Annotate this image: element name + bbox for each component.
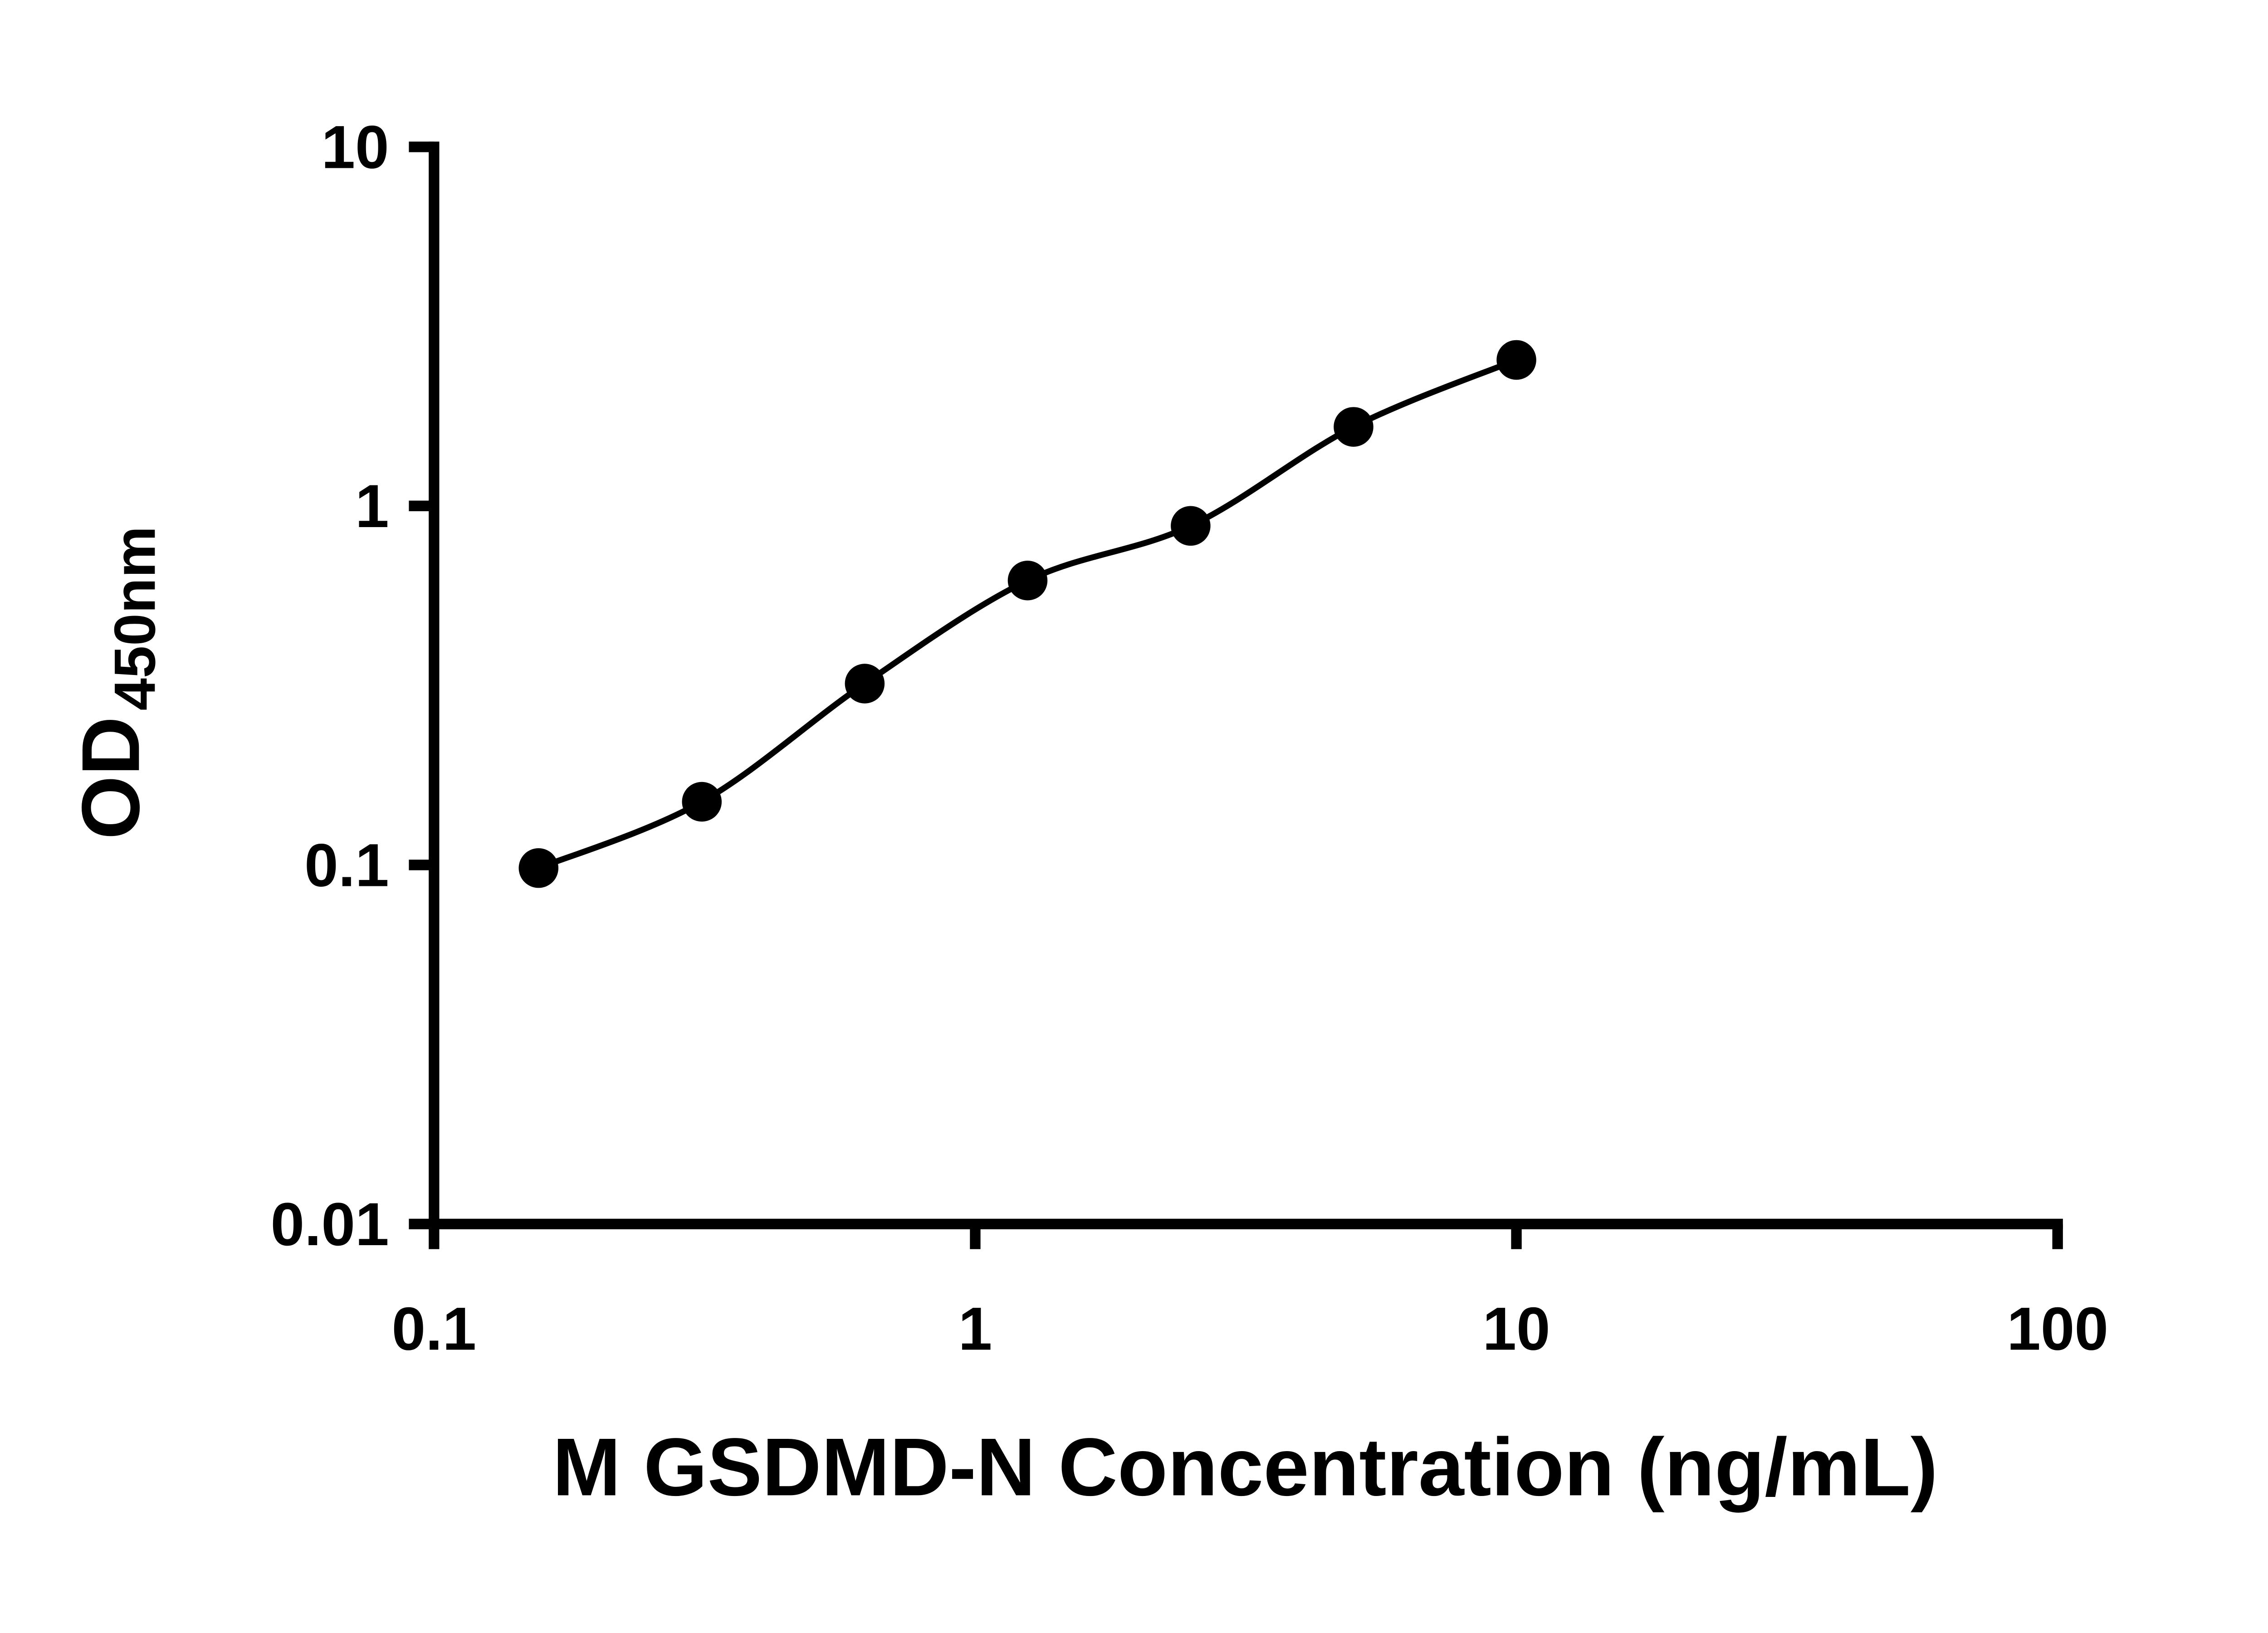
data-point bbox=[518, 848, 559, 888]
data-point bbox=[1171, 506, 1211, 546]
x-tick-label: 1 bbox=[958, 1295, 992, 1363]
y-axis-title-subscript: 450nm bbox=[103, 526, 167, 711]
x-tick-label: 10 bbox=[1482, 1295, 1550, 1363]
data-layer bbox=[518, 340, 1536, 888]
data-point bbox=[1496, 340, 1536, 380]
y-tick-label: 10 bbox=[321, 113, 389, 181]
x-tick-label: 0.1 bbox=[392, 1295, 477, 1363]
y-axis-title: OD 450nm bbox=[65, 526, 167, 840]
data-point bbox=[1007, 560, 1048, 601]
data-point bbox=[845, 664, 885, 704]
x-tick-label: 100 bbox=[2007, 1295, 2108, 1363]
y-tick-label: 1 bbox=[355, 473, 389, 540]
y-tick-label: 0.01 bbox=[271, 1191, 389, 1258]
y-axis-title-main: OD bbox=[65, 716, 156, 839]
elisa-standard-curve-figure: 0.1 1 10 100 0.01 0.1 1 10 M GSDMD-N Concentrat… bbox=[65, 113, 2109, 1513]
x-axis-title: M GSDMD-N Concentration (ng/mL) bbox=[552, 1421, 1938, 1513]
y-tick-label: 0.1 bbox=[304, 832, 389, 900]
data-point bbox=[682, 782, 722, 822]
data-point bbox=[1334, 407, 1374, 447]
